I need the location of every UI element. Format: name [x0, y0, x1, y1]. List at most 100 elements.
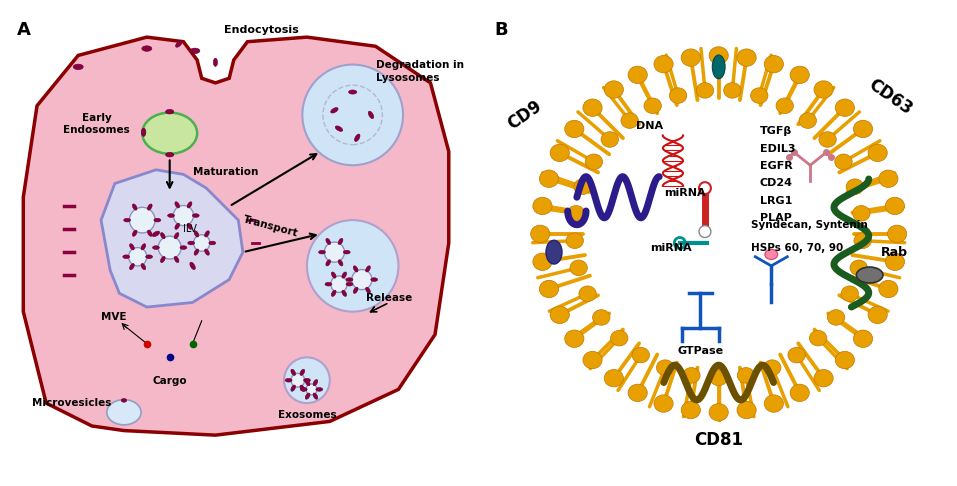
Ellipse shape	[145, 255, 152, 259]
Ellipse shape	[353, 287, 358, 294]
Ellipse shape	[300, 369, 304, 375]
Ellipse shape	[879, 170, 898, 188]
Ellipse shape	[570, 260, 588, 276]
Ellipse shape	[300, 385, 304, 391]
Ellipse shape	[819, 132, 836, 147]
Text: Endocytosis: Endocytosis	[224, 25, 299, 35]
Circle shape	[284, 357, 330, 403]
Ellipse shape	[764, 360, 781, 375]
Ellipse shape	[681, 49, 701, 66]
Ellipse shape	[213, 58, 217, 67]
Circle shape	[699, 226, 711, 238]
Ellipse shape	[353, 266, 358, 272]
Ellipse shape	[174, 233, 179, 239]
Ellipse shape	[167, 214, 174, 217]
Text: Degradation in
Lysosomes: Degradation in Lysosomes	[375, 60, 463, 83]
Ellipse shape	[835, 351, 855, 369]
Ellipse shape	[710, 370, 727, 386]
Text: CD9: CD9	[503, 97, 545, 133]
Ellipse shape	[628, 66, 647, 84]
Ellipse shape	[141, 263, 145, 270]
Circle shape	[158, 236, 181, 259]
Ellipse shape	[765, 249, 778, 260]
Ellipse shape	[348, 90, 357, 94]
Ellipse shape	[790, 384, 810, 401]
Ellipse shape	[143, 113, 197, 154]
Ellipse shape	[565, 330, 584, 347]
Ellipse shape	[194, 231, 199, 237]
Ellipse shape	[313, 380, 318, 386]
Ellipse shape	[331, 290, 336, 296]
Text: TGFβ: TGFβ	[760, 126, 792, 137]
Text: EDIL3: EDIL3	[760, 144, 795, 154]
Ellipse shape	[546, 240, 562, 264]
Ellipse shape	[835, 154, 852, 170]
Text: MVE: MVE	[101, 312, 126, 322]
Ellipse shape	[188, 202, 192, 208]
Text: Transport: Transport	[241, 214, 299, 239]
Ellipse shape	[601, 132, 618, 147]
Ellipse shape	[175, 202, 180, 208]
Ellipse shape	[604, 81, 623, 98]
Ellipse shape	[583, 99, 602, 116]
Ellipse shape	[657, 360, 674, 375]
Ellipse shape	[305, 393, 310, 399]
Ellipse shape	[737, 367, 755, 383]
Ellipse shape	[885, 253, 904, 270]
Ellipse shape	[174, 256, 179, 262]
Circle shape	[699, 182, 711, 194]
Ellipse shape	[879, 280, 898, 298]
Ellipse shape	[579, 286, 596, 301]
Ellipse shape	[574, 179, 591, 194]
Ellipse shape	[887, 225, 906, 243]
Text: LRG1: LRG1	[760, 196, 792, 206]
Ellipse shape	[291, 385, 296, 391]
Ellipse shape	[132, 230, 137, 236]
Ellipse shape	[166, 153, 174, 157]
Text: Microvesicles: Microvesicles	[33, 398, 112, 408]
Circle shape	[302, 65, 403, 165]
Ellipse shape	[122, 255, 129, 259]
Ellipse shape	[147, 230, 152, 236]
Ellipse shape	[305, 380, 310, 386]
Ellipse shape	[868, 306, 887, 324]
Ellipse shape	[142, 46, 152, 52]
Ellipse shape	[346, 282, 353, 286]
Ellipse shape	[611, 330, 628, 346]
Text: PLAP: PLAP	[760, 213, 791, 223]
Ellipse shape	[123, 218, 130, 222]
Ellipse shape	[854, 233, 871, 248]
Ellipse shape	[654, 55, 673, 73]
Ellipse shape	[192, 214, 199, 217]
Text: B: B	[495, 21, 508, 39]
Text: miRNA: miRNA	[664, 188, 705, 198]
Ellipse shape	[325, 282, 332, 286]
Text: HSPs 60, 70, 90: HSPs 60, 70, 90	[750, 243, 843, 253]
Ellipse shape	[342, 290, 346, 296]
Text: EGFR: EGFR	[760, 161, 792, 171]
Ellipse shape	[709, 403, 728, 421]
Ellipse shape	[152, 246, 160, 249]
Ellipse shape	[682, 367, 701, 383]
Circle shape	[291, 373, 304, 387]
Ellipse shape	[854, 330, 873, 347]
Ellipse shape	[129, 263, 134, 270]
Ellipse shape	[129, 243, 134, 250]
Ellipse shape	[621, 113, 638, 128]
Text: Release: Release	[366, 293, 412, 303]
Ellipse shape	[835, 99, 855, 116]
Ellipse shape	[604, 369, 623, 387]
Ellipse shape	[750, 88, 768, 104]
Circle shape	[331, 276, 347, 293]
Ellipse shape	[346, 278, 353, 281]
Circle shape	[193, 235, 210, 251]
Ellipse shape	[709, 47, 728, 64]
Ellipse shape	[141, 243, 145, 250]
Ellipse shape	[188, 241, 194, 245]
Ellipse shape	[712, 55, 725, 79]
Ellipse shape	[814, 369, 834, 387]
Text: Cargo: Cargo	[152, 376, 187, 386]
Ellipse shape	[175, 41, 182, 47]
Ellipse shape	[338, 238, 343, 244]
Ellipse shape	[366, 287, 370, 294]
